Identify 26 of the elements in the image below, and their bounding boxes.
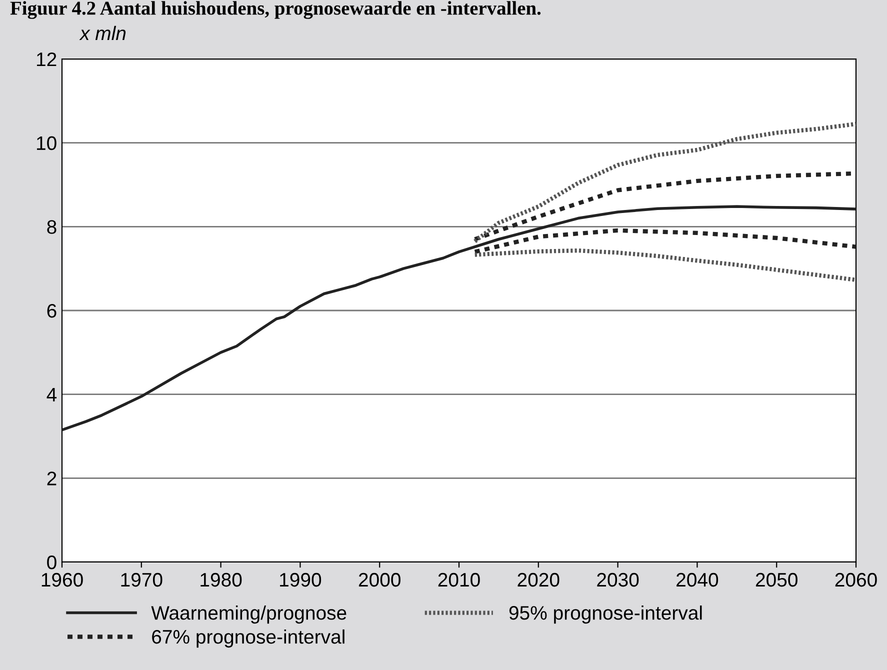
x-tick-label: 1970 xyxy=(121,572,162,587)
line-series xyxy=(62,205,856,432)
line-series xyxy=(472,122,856,244)
legend-label: Waarneming/prognose xyxy=(151,606,346,624)
y-tick-label: 0 xyxy=(47,555,56,570)
x-tick-label: 2030 xyxy=(597,572,639,587)
x-tick-label: 2000 xyxy=(358,572,400,587)
y-tick-label: 8 xyxy=(47,220,56,234)
x-tick-label: 1960 xyxy=(42,572,83,587)
y-tick-label: 6 xyxy=(47,304,56,318)
legend-label: 67% prognose-interval xyxy=(152,629,344,648)
x-tick-label: 2050 xyxy=(756,572,798,587)
x-tick-label: 2010 xyxy=(438,572,480,587)
chart-title: Figuur 4.2 Aantal huishoudens, prognosewaarde en -intervallen. xyxy=(10,1,541,19)
x-tick-label: 2060 xyxy=(835,572,877,587)
y-tick-label: 10 xyxy=(36,136,56,150)
x-tick-label: 2040 xyxy=(676,572,718,587)
y-tick-label: 2 xyxy=(47,472,56,486)
y-tick-label: 4 xyxy=(46,388,57,402)
y-tick-label: 12 xyxy=(36,52,56,66)
legend-label: 95% prognose-interval xyxy=(509,606,702,624)
x-tick-label: 1980 xyxy=(200,572,242,587)
y-axis-title: x mln xyxy=(79,26,126,40)
x-tick-label: 1990 xyxy=(280,572,322,587)
x-tick-label: 2020 xyxy=(518,572,560,587)
line-series xyxy=(472,248,856,282)
